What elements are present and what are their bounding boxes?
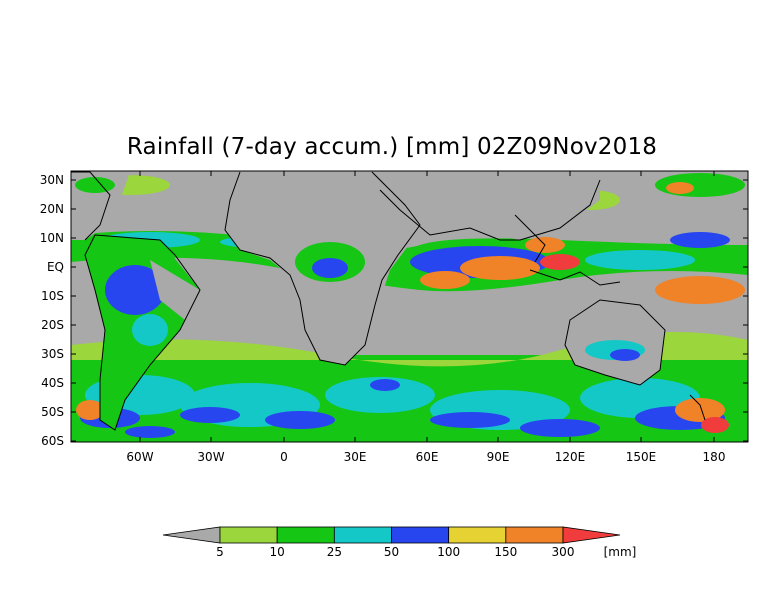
map-frame: [70, 170, 749, 443]
colorbar-swatch: [276, 526, 335, 544]
colorbar: 5 10 25 50 100 150 300 [mm]: [162, 526, 637, 559]
lat-label: 50S: [41, 405, 64, 419]
map-title: Rainfall (7-day accum.) [mm] 02Z09Nov201…: [126, 134, 658, 160]
lon-label: 0: [280, 450, 288, 464]
colorbar-tick-label: 50: [384, 545, 399, 559]
colorbar-tick-label: 10: [270, 545, 285, 559]
colorbar-tick-label: 5: [216, 545, 224, 559]
colorbar-unit: [mm]: [604, 545, 637, 559]
colorbar-tick-label: 300: [552, 545, 575, 559]
rainfall-field: [71, 171, 748, 442]
lat-label: EQ: [47, 260, 64, 274]
colorbar-tick-label: 100: [437, 545, 460, 559]
lat-label: 30N: [40, 173, 64, 187]
lat-label: 10N: [40, 231, 64, 245]
lon-label: 180: [703, 450, 726, 464]
latitude-axis: 30N 20N 10N EQ 10S 20S 30S 40S 50S 60S: [40, 173, 748, 448]
eurasia-land: [200, 172, 600, 240]
lon-label: 60W: [126, 450, 153, 464]
colorbar-swatch: [391, 526, 450, 544]
lat-label: 30S: [41, 347, 64, 361]
lat-label: 60S: [41, 434, 64, 448]
lat-label: 20S: [41, 318, 64, 332]
lon-label: 150E: [626, 450, 657, 464]
longitude-axis: 60W 30W 0 30E 60E 90E 120E 150E 180: [126, 171, 725, 464]
lat-label: 40S: [41, 376, 64, 390]
colorbar-swatch: [333, 526, 392, 544]
colorbar-swatch: [219, 526, 278, 544]
lon-label: 30W: [197, 450, 224, 464]
lon-label: 60E: [416, 450, 439, 464]
colorbar-swatch: [505, 526, 564, 544]
lon-label: 30E: [344, 450, 367, 464]
lon-label: 120E: [555, 450, 586, 464]
colorbar-tick-label: 150: [494, 545, 517, 559]
colorbar-low-triangle: [162, 526, 221, 544]
lat-label: 10S: [41, 289, 64, 303]
coastlines: [71, 171, 706, 431]
lat-label: 20N: [40, 202, 64, 216]
colorbar-high-triangle: [562, 526, 621, 544]
lon-label: 90E: [487, 450, 510, 464]
colorbar-swatch: [448, 526, 507, 544]
colorbar-tick-label: 25: [327, 545, 342, 559]
